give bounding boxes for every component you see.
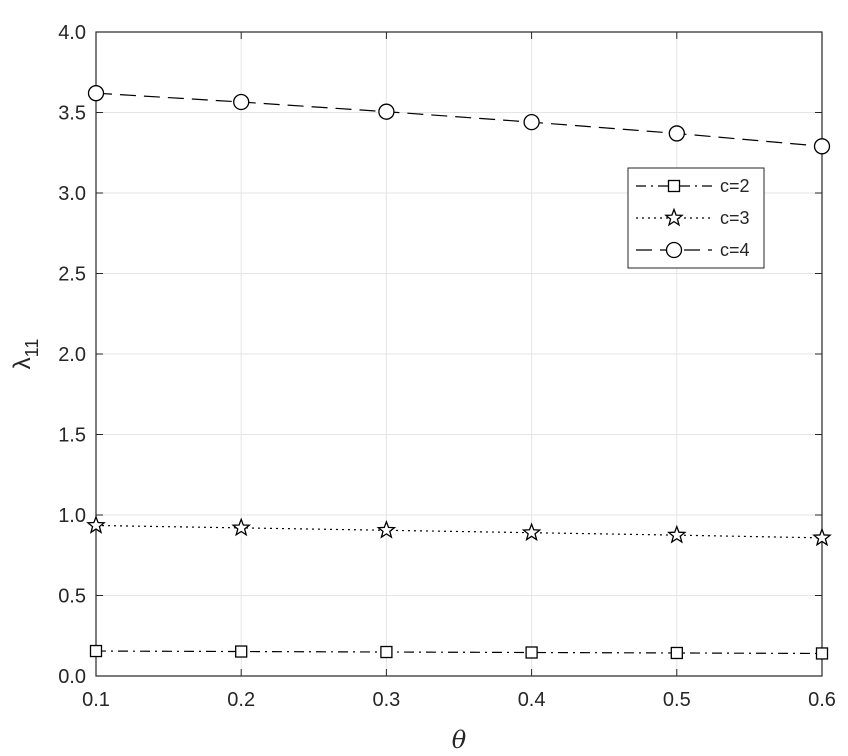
y-tick-label: 4.0 [58, 22, 86, 44]
legend: c=2 c=3 c=4 [627, 167, 765, 269]
y-axis-label-subscript: 11 [22, 339, 42, 358]
y-tick-label: 3.5 [58, 103, 86, 125]
legend-item: c=2 [636, 176, 750, 196]
y-tick-label: 2.5 [58, 264, 86, 286]
data-point-star-marker [86, 515, 106, 534]
axis-ticks: 0.1 0.2 0.3 0.4 0.5 0.6 0.0 0.5 1.0 1.5 2.0 2.5 3.0 3… [58, 22, 836, 711]
y-tick-label: 1.5 [58, 425, 86, 447]
legend-square-marker [667, 179, 681, 193]
y-tick-label: 3.0 [58, 183, 86, 205]
legend-label: c=4 [720, 240, 750, 260]
data-point-star-marker [231, 517, 252, 537]
x-tick-label: 0.6 [808, 689, 836, 711]
legend-label: c=2 [720, 176, 750, 196]
data-point-circle-marker [378, 103, 395, 120]
legend-star-marker [664, 207, 684, 227]
legend-item: c=4 [636, 240, 750, 260]
data-point-star-marker [376, 519, 397, 539]
data-point-square-marker [815, 647, 829, 660]
x-tick-label: 0.1 [82, 689, 110, 711]
data-point-square-marker [670, 646, 683, 660]
data-point-circle-marker [813, 138, 831, 155]
y-tick-label: 1.0 [58, 505, 86, 527]
x-tick-label: 0.3 [372, 689, 400, 711]
grid-lines [95, 31, 823, 677]
data-point-circle-marker [87, 85, 105, 102]
data-point-star-marker [812, 527, 832, 547]
data-point-star-marker [521, 522, 542, 542]
data-point-square-marker [89, 644, 103, 658]
legend-item: c=3 [636, 207, 750, 228]
series-c=2 [89, 644, 829, 660]
x-axis-label: θ [452, 726, 467, 754]
y-axis-label-symbol: λ [9, 357, 36, 369]
y-tick-label: 0.5 [58, 586, 86, 608]
legend-label: c=3 [720, 208, 750, 228]
legend-circle-marker [665, 241, 683, 259]
y-tick-label: 2.0 [58, 344, 86, 366]
x-tick-label: 0.5 [663, 689, 691, 711]
data-point-circle-marker [668, 125, 685, 142]
y-axis-label: λ11 [9, 339, 42, 370]
series-layer [86, 85, 832, 660]
data-point-square-marker [235, 645, 248, 658]
data-point-square-marker [525, 646, 538, 659]
data-point-circle-marker [523, 114, 540, 131]
data-point-square-marker [380, 645, 393, 659]
data-point-star-marker [666, 524, 687, 544]
y-tick-label: 0.0 [58, 666, 86, 688]
x-tick-label: 0.2 [227, 689, 255, 711]
x-tick-label: 0.4 [518, 689, 546, 711]
data-point-circle-marker [233, 93, 250, 111]
series-line [95, 650, 823, 655]
series-c=3 [86, 515, 832, 547]
series-line [95, 524, 823, 539]
series-line [95, 92, 823, 147]
series-c=4 [87, 85, 831, 155]
